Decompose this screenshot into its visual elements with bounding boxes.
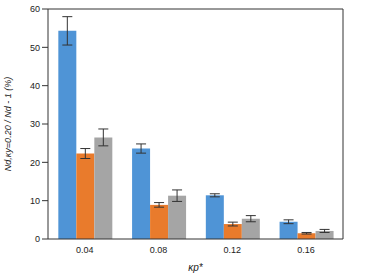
svg-text:0: 0	[35, 234, 40, 244]
svg-text:0.08: 0.08	[150, 245, 168, 255]
svg-text:Nd,κy=0.20 / Nd - 1 (%): Nd,κy=0.20 / Nd - 1 (%)	[8, 77, 13, 171]
svg-text:60: 60	[30, 4, 40, 14]
svg-text:0.12: 0.12	[224, 245, 242, 255]
svg-text:30: 30	[30, 119, 40, 129]
svg-text:50: 50	[30, 43, 40, 53]
svg-text:40: 40	[30, 81, 40, 91]
svg-text:10: 10	[30, 196, 40, 206]
svg-text:20: 20	[30, 158, 40, 168]
svg-text:κp*: κp*	[188, 262, 204, 273]
svg-text:0.16: 0.16	[297, 245, 315, 255]
svg-text:0.04: 0.04	[76, 245, 94, 255]
